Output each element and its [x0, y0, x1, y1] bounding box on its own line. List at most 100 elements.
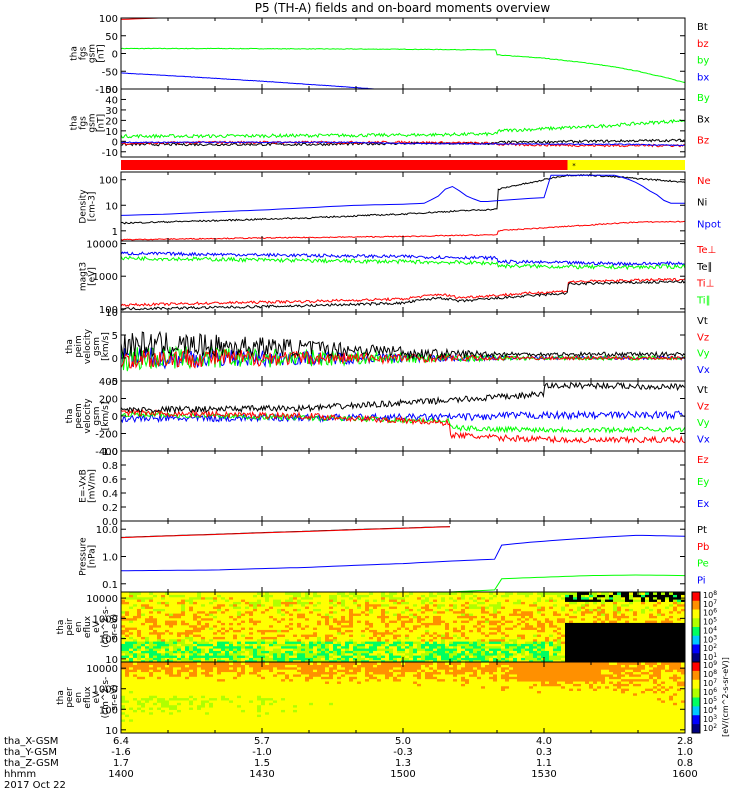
spectrogram-cell: [137, 704, 142, 708]
spectrogram-cell: [537, 657, 542, 661]
spectrogram-cell: [149, 622, 154, 626]
spectrogram-cell: [645, 655, 650, 658]
spectrogram-cell: [281, 608, 286, 612]
spectrogram-cell: [549, 622, 554, 626]
spectrogram-cell: [433, 655, 438, 658]
spectrogram-cell: [561, 645, 566, 649]
spectrogram-cell: [385, 629, 390, 633]
spectrogram-cell: [665, 594, 670, 598]
spectrogram-cell: [521, 655, 526, 658]
spectrogram-cell: [457, 596, 462, 600]
spectrogram-cell: [129, 714, 134, 718]
spectrogram-cell: [289, 643, 294, 647]
spectrogram-cell: [681, 627, 685, 630]
spectrogram-cell: [653, 608, 658, 612]
spectrogram-cell: [505, 652, 510, 656]
spectrogram-cell: [361, 613, 366, 616]
spectrogram-cell: [345, 620, 350, 623]
spectrogram-cell: [401, 620, 406, 623]
spectrogram-cell: [457, 601, 462, 605]
spectrogram-cell: [377, 594, 382, 598]
spectrogram-cell: [573, 608, 578, 612]
spectrogram-cell: [213, 601, 218, 605]
ytick-label: 100: [99, 14, 118, 25]
spectrogram-cell: [385, 594, 390, 598]
spectrogram-cell: [197, 610, 202, 614]
spectrogram-cell: [553, 592, 558, 595]
spectrogram-cell: [497, 655, 502, 658]
spectrogram-cell: [389, 638, 394, 642]
spectrogram-cell: [633, 657, 638, 661]
spectrogram-cell: [593, 634, 598, 637]
ylabel-line: peem: [74, 403, 84, 429]
spectrogram-cell: [377, 596, 382, 600]
spectrogram-cell: [133, 594, 138, 598]
spectrogram-cell: [293, 592, 298, 595]
spectrogram-cell: [289, 608, 294, 612]
spectrogram-cell: [289, 657, 294, 661]
spectrogram-cell: [129, 613, 134, 616]
spectrogram-cell: [177, 636, 182, 640]
spectrogram-cell: [213, 624, 218, 628]
spectrogram-cell: [133, 645, 138, 649]
spectrogram-cell: [593, 657, 598, 661]
spectrogram-cell: [417, 594, 422, 598]
spectrogram-cell: [629, 645, 634, 649]
spectrogram-cell: [377, 659, 382, 662]
spectrogram-cell: [485, 599, 490, 602]
spectrogram-cell: [469, 610, 474, 614]
spectrogram-cell: [341, 645, 346, 649]
spectrogram-cell: [157, 631, 162, 635]
spectrogram-cell: [129, 650, 134, 654]
spectrogram-cell: [197, 608, 202, 612]
spectrogram-cell: [297, 599, 302, 602]
spectrogram-cell: [129, 622, 134, 626]
spectrogram-cell: [197, 620, 202, 623]
spectrogram-cell: [357, 599, 362, 602]
spectrogram-cell: [185, 603, 190, 607]
spectrogram-cell: [293, 606, 298, 609]
spectrogram-cell: [649, 641, 654, 644]
spectrogram-cell: [609, 615, 614, 619]
spectrogram-cell: [157, 596, 162, 600]
spectrogram-cell: [225, 648, 230, 651]
spectrogram-cell: [193, 643, 198, 647]
spectrogram-cell: [197, 613, 202, 616]
spectrogram-cell: [353, 617, 358, 621]
spectrogram-cell: [653, 620, 658, 623]
spectrogram-cell: [585, 645, 590, 649]
spectrogram-cell: [193, 603, 198, 607]
spectrogram-cell: [257, 610, 262, 614]
spectrogram-cell: [129, 664, 134, 668]
spectrogram-cell: [249, 643, 254, 647]
spectrogram-cell: [325, 648, 330, 651]
spectrogram-cell: [401, 629, 406, 633]
spectrogram-cell: [149, 631, 154, 635]
spectrogram-cell: [541, 636, 546, 640]
spectrogram-cell: [265, 634, 270, 637]
spectrogram-cell: [637, 615, 642, 619]
spectrogram-cell: [177, 655, 182, 658]
spectrogram-cell: [197, 624, 202, 628]
spectrogram-cell: [381, 631, 386, 635]
spectrogram-cell: [241, 650, 246, 654]
spectrogram-cell: [465, 655, 470, 658]
spectrogram-cell: [673, 627, 678, 630]
spectrogram-cell: [465, 634, 470, 637]
spectrogram-cell: [537, 610, 542, 614]
spectrogram-cell: [153, 620, 158, 623]
spectrogram-cell: [425, 648, 430, 651]
spectrogram-cell: [157, 641, 162, 644]
spectrogram-cell: [137, 699, 142, 703]
spectrogram-cell: [325, 657, 330, 661]
spectrogram-cell: [545, 624, 550, 628]
spectrogram-cell: [365, 610, 370, 614]
spectrogram-cell: [453, 645, 458, 649]
spectrogram-cell: [533, 596, 538, 600]
spectrogram-cell: [381, 606, 386, 609]
spectrogram-cell: [285, 615, 290, 619]
spectrogram-cell: [385, 652, 390, 656]
spectrogram-cell: [597, 596, 602, 600]
spectrogram-cell: [653, 596, 658, 600]
spectrogram-cell: [669, 624, 674, 628]
